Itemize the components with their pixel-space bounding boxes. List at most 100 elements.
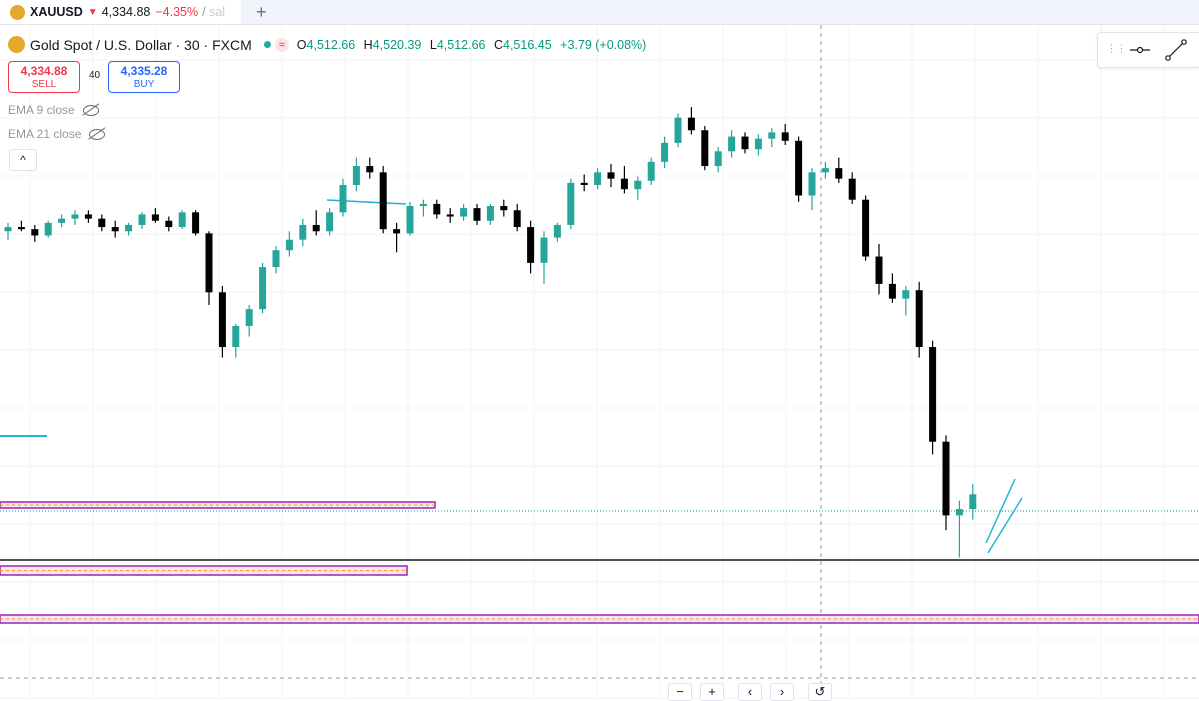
candle-body	[875, 256, 883, 284]
candle-body	[781, 132, 789, 141]
candle-body	[848, 178, 856, 200]
candle-body	[393, 229, 401, 234]
tab-symbol: XAUUSD	[30, 5, 83, 19]
candle-body	[71, 214, 79, 219]
channel-upper	[985, 478, 1016, 544]
zone-rect	[0, 565, 408, 576]
ohlc-values: O4,512.66 H4,520.39 L4,512.66 C4,516.45 …	[297, 38, 652, 52]
indicator-ema21[interactable]: EMA 21 close	[8, 127, 106, 141]
close-value: 4,516.45	[503, 37, 552, 52]
candle-body	[125, 224, 133, 232]
candle-body	[165, 220, 173, 228]
indicator-ema9[interactable]: EMA 9 close	[8, 103, 99, 117]
down-arrow-icon: ▼	[87, 6, 98, 18]
price-chart[interactable]	[0, 25, 1199, 700]
candle-body	[902, 290, 910, 299]
candle-body	[178, 212, 186, 228]
buy-button[interactable]: 4,335.28 BUY	[108, 61, 180, 93]
candle-body	[44, 222, 52, 236]
spread-value: 40	[89, 70, 101, 81]
add-tab-button[interactable]: +	[256, 2, 267, 22]
candle-body	[31, 229, 39, 236]
data-status-pill[interactable]: ≈	[274, 37, 289, 52]
range-line	[326, 199, 407, 205]
candle-body	[192, 212, 200, 234]
open-label: O	[296, 37, 307, 52]
candle-body	[98, 218, 106, 228]
candle-body	[151, 214, 159, 221]
collapse-legend-button[interactable]: ^	[9, 149, 37, 171]
candle-body	[553, 224, 561, 238]
eye-hidden-icon[interactable]	[89, 128, 106, 140]
candle-body	[888, 283, 896, 299]
candle-body	[232, 325, 240, 348]
high-label: H	[363, 37, 373, 52]
zoom-out-button[interactable]: −	[668, 683, 692, 701]
gold-logo-icon	[8, 36, 25, 53]
sell-button[interactable]: 4,334.88 SELL	[8, 61, 80, 93]
candle-body	[969, 494, 977, 510]
candle-body	[915, 290, 923, 348]
candle-body	[352, 166, 360, 185]
symbol-title[interactable]: Gold Spot / U.S. Dollar · 30 · FXCM	[30, 36, 252, 53]
candle-body	[513, 210, 521, 228]
sell-label: SELL	[31, 79, 57, 90]
tab-change: −4.35%	[155, 5, 199, 19]
reset-chart-button[interactable]: ↺	[808, 683, 832, 701]
candle-body	[299, 224, 307, 240]
candle-body	[594, 172, 602, 185]
candle-body	[620, 178, 628, 190]
tab-xauusd[interactable]: XAUUSD ▼ 4,334.88 −4.35% / sal	[0, 0, 241, 24]
candle-body	[808, 172, 816, 196]
change-value: +3.79 (+0.08%)	[560, 37, 647, 52]
tab-separator: /	[202, 5, 206, 19]
scroll-left-button[interactable]: ‹	[738, 683, 762, 701]
zoom-in-button[interactable]: +	[700, 683, 724, 701]
candle-body	[446, 214, 454, 217]
tab-price: 4,334.88	[101, 5, 151, 19]
candle-body	[607, 172, 615, 179]
candle-body	[205, 233, 213, 293]
chart-navigation: − + ‹ › ↺	[668, 683, 840, 701]
buy-price: 4,335.28	[120, 64, 168, 78]
candle-body	[312, 224, 320, 232]
candle-body	[580, 182, 588, 185]
candle-body	[285, 239, 293, 251]
candle-body	[138, 214, 146, 225]
channel-lower	[987, 497, 1023, 554]
candle-body	[754, 138, 762, 150]
horizontal-line-tool-icon[interactable]	[1128, 42, 1152, 58]
candle-body	[326, 212, 334, 232]
candle-body	[741, 136, 749, 150]
tab-strip: XAUUSD ▼ 4,334.88 −4.35% / sal +	[0, 0, 1199, 25]
candle-body	[714, 151, 722, 167]
candle-body	[835, 168, 843, 179]
supply-demand-zones	[0, 501, 1199, 624]
candle-body	[272, 250, 280, 268]
candle-body	[406, 206, 414, 234]
candle-body	[111, 227, 119, 232]
candle-body	[567, 182, 575, 225]
scroll-right-button[interactable]: ›	[770, 683, 794, 701]
eye-hidden-icon[interactable]	[82, 104, 99, 116]
tab-extra: sal	[209, 5, 226, 19]
candle-body	[419, 203, 427, 207]
candle-body	[942, 441, 950, 516]
candle-body	[687, 117, 695, 131]
gold-logo-icon	[10, 4, 25, 20]
trend-line-tool-icon[interactable]	[1164, 38, 1188, 62]
sell-price: 4,334.88	[20, 64, 68, 78]
candle-body	[634, 180, 642, 190]
candle-body	[701, 130, 709, 167]
low-value: 4,512.66	[436, 37, 486, 52]
zone-rect	[0, 614, 1199, 624]
open-value: 4,512.66	[306, 37, 356, 52]
candle-body	[527, 227, 535, 263]
drag-handle-icon[interactable]: ⋮⋮	[1106, 43, 1127, 55]
low-label: L	[429, 37, 437, 52]
candle-body	[366, 166, 374, 173]
candle-body	[379, 172, 387, 230]
chart-grid	[0, 25, 1199, 700]
candle-body	[339, 184, 347, 213]
candle-body	[460, 208, 468, 217]
